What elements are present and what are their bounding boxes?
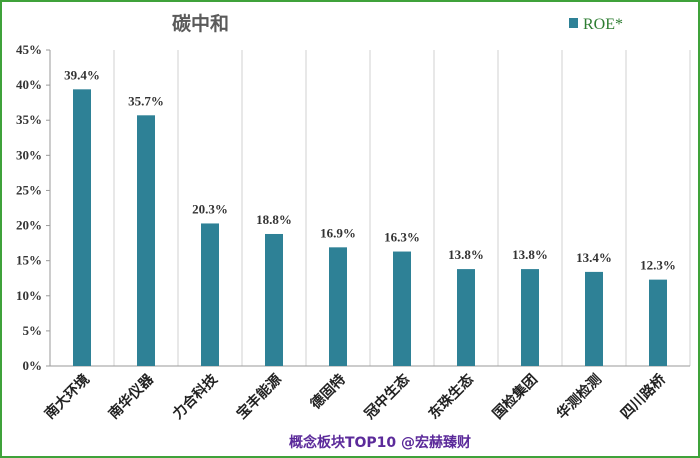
legend-label: ROE* <box>583 16 623 33</box>
data-labels: 39.4% 35.7% 20.3% 18.8% 16.9% 16.3% 13.8% 13.8%… <box>64 67 676 272</box>
y-tick-label: 25% <box>16 182 42 197</box>
y-tick-label: 15% <box>16 253 42 268</box>
bar <box>393 251 411 366</box>
y-tick-label: 35% <box>16 112 42 127</box>
y-tick-label: 20% <box>16 218 42 233</box>
data-label: 39.4% <box>64 67 100 82</box>
data-label: 35.7% <box>128 93 164 108</box>
y-tick-label: 30% <box>16 147 42 162</box>
axes <box>49 50 690 367</box>
data-label: 13.8% <box>512 247 548 262</box>
data-label: 12.3% <box>640 258 676 273</box>
x-tick-label: 冠中生态 <box>361 371 413 423</box>
data-label: 13.4% <box>576 250 612 265</box>
y-tick-label: 10% <box>16 288 42 303</box>
x-tick-label: 南华仪器 <box>105 370 157 422</box>
x-tick-label: 东珠生态 <box>425 371 477 423</box>
y-axis-ticks: 0% 5% 10% 15% 20% 25% 30% 35% 40% 45% <box>16 42 50 373</box>
y-tick-label: 40% <box>16 77 42 92</box>
bar <box>201 223 219 366</box>
x-tick-label: 华测检测 <box>553 371 605 423</box>
grid-lines <box>113 50 691 366</box>
y-tick-label: 5% <box>23 323 43 338</box>
bar <box>265 233 283 366</box>
x-tick-label: 宝丰能源 <box>233 371 285 423</box>
x-tick-label: 国检集团 <box>489 371 541 423</box>
bars <box>73 89 667 366</box>
data-label: 20.3% <box>192 201 228 216</box>
data-label: 16.3% <box>384 230 420 245</box>
data-label: 18.8% <box>256 212 292 227</box>
x-tick-label: 德固特 <box>307 371 349 413</box>
chart-title: 碳中和 <box>172 12 229 35</box>
data-label: 16.9% <box>320 225 356 240</box>
bar <box>521 269 539 366</box>
bar <box>73 89 91 366</box>
bar <box>137 115 155 366</box>
y-tick-label: 0% <box>23 358 43 373</box>
x-tick-label: 力合科技 <box>169 370 221 422</box>
x-tick-label: 南大环境 <box>41 371 93 423</box>
bar <box>457 269 475 366</box>
bar <box>649 279 667 366</box>
bar <box>585 271 603 366</box>
legend-swatch <box>569 18 578 28</box>
data-label: 13.8% <box>448 247 484 262</box>
bar <box>329 247 347 366</box>
x-axis-ticks: 南大环境 南华仪器 力合科技 宝丰能源 德固特 冠中生态 东珠生态 国检集团 华测检测 四川路桥 <box>41 370 669 422</box>
x-tick-label: 四川路桥 <box>617 370 669 422</box>
footer-caption: 概念板块TOP10 @宏赫臻财 <box>289 434 471 451</box>
y-tick-label: 45% <box>16 42 42 57</box>
